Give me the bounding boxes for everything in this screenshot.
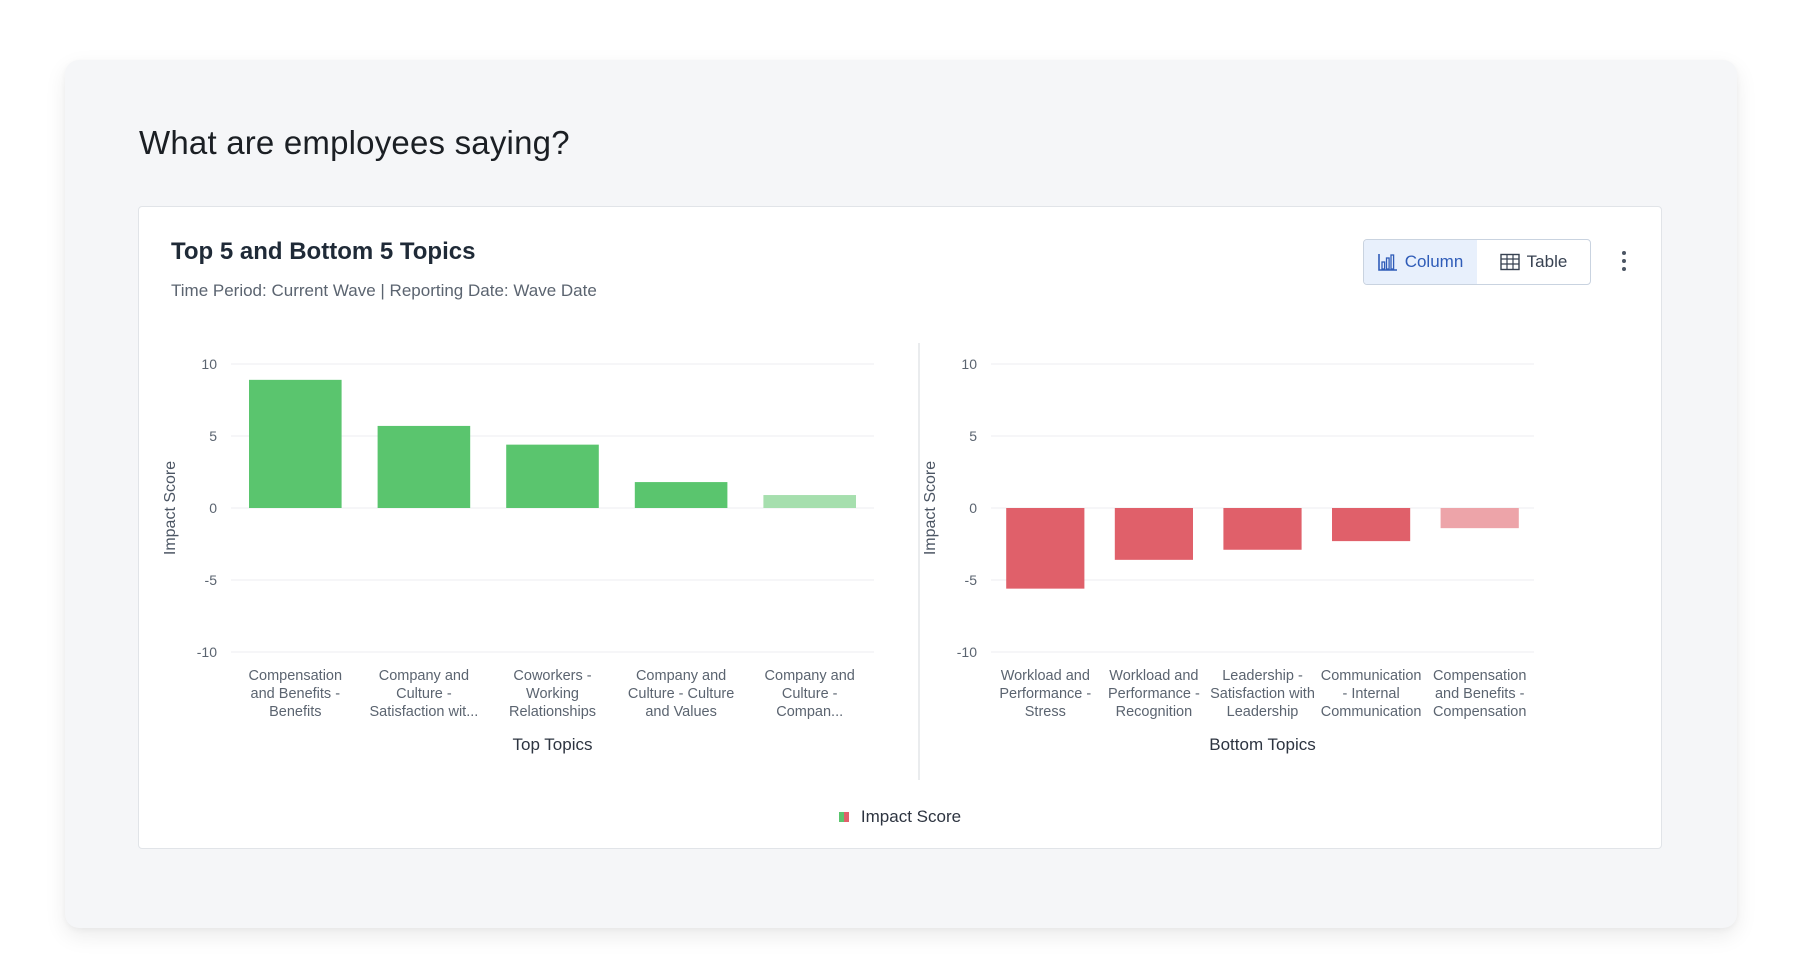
y-tick-label: 5 [969, 428, 977, 444]
y-tick-label: -5 [965, 572, 978, 588]
y-tick-label: -10 [957, 644, 977, 660]
table-view-button[interactable]: Table [1477, 240, 1590, 284]
bar[interactable] [1332, 508, 1411, 542]
x-tick-label: Leadership -Satisfaction with Leadership [1210, 668, 1315, 720]
bar[interactable] [634, 482, 728, 508]
bottom-topics-chart: 10 5 0 -5 -10 Impact Score Workload and Perform… [922, 356, 1534, 754]
column-view-button[interactable]: Column [1364, 240, 1477, 284]
bar[interactable] [1114, 508, 1193, 560]
x-tick-label: Workload and Performance -Stress [999, 668, 1091, 720]
x-tick-label: Compensation and Benefits -Benefits [249, 668, 342, 720]
card-subtitle: Time Period: Current Wave | Reporting Da… [171, 281, 597, 300]
y-tick-label: 10 [201, 356, 217, 372]
x-axis-title: Bottom Topics [1209, 735, 1315, 754]
charts-area: 10 5 0 -5 -10 Impact Score Compensation and Ben… [162, 343, 1534, 780]
x-tick-label: Workload and Performance -Recognition [1108, 668, 1200, 720]
y-axis-title: Impact Score [922, 461, 939, 555]
bar[interactable] [1006, 508, 1085, 589]
chart-legend: Impact Score [139, 807, 1661, 827]
bar[interactable] [1223, 508, 1302, 550]
topics-card: Top 5 and Bottom 5 Topics Time Period: C… [138, 206, 1662, 849]
y-axis-title: Impact Score [162, 461, 179, 555]
y-tick-label: -5 [205, 572, 218, 588]
more-options-icon[interactable] [1617, 243, 1631, 279]
page-title: What are employees saying? [139, 124, 570, 161]
column-chart-icon [1377, 254, 1397, 271]
dashboard-panel: What are employees saying? Top 5 and Bot… [65, 60, 1737, 928]
x-tick-label: Compensation and Benefits -Compensation [1433, 668, 1527, 720]
y-tick-label: 5 [209, 428, 217, 444]
x-tick-label: Company and Culture - Culture and Values [628, 668, 734, 720]
bar[interactable] [377, 425, 471, 508]
top-topics-chart: 10 5 0 -5 -10 Impact Score Compensation and Ben… [162, 356, 874, 754]
x-tick-label: Coworkers -Working Relationships [509, 668, 596, 720]
card-title: Top 5 and Bottom 5 Topics [171, 238, 476, 265]
y-tick-label: 0 [969, 500, 977, 516]
bar[interactable] [249, 379, 342, 508]
legend-swatch [838, 812, 849, 822]
table-view-label: Table [1526, 252, 1568, 271]
bar[interactable] [506, 444, 599, 508]
y-tick-label: -10 [197, 644, 217, 660]
view-toggle: Column Table [1363, 239, 1591, 285]
x-tick-label: Company and Culture -Compan... [765, 668, 855, 720]
y-tick-label: 0 [209, 500, 217, 516]
table-icon [1499, 253, 1520, 271]
bar[interactable] [1440, 508, 1519, 529]
bar[interactable] [763, 495, 856, 508]
column-view-label: Column [1404, 252, 1464, 271]
x-tick-label: Company and Culture -Satisfaction wit... [370, 668, 479, 720]
legend-label: Impact Score [860, 807, 962, 826]
x-axis-title: Top Topics [512, 735, 592, 754]
y-tick-label: 10 [961, 356, 977, 372]
x-tick-label: Communication - Internal Communication [1321, 668, 1422, 720]
